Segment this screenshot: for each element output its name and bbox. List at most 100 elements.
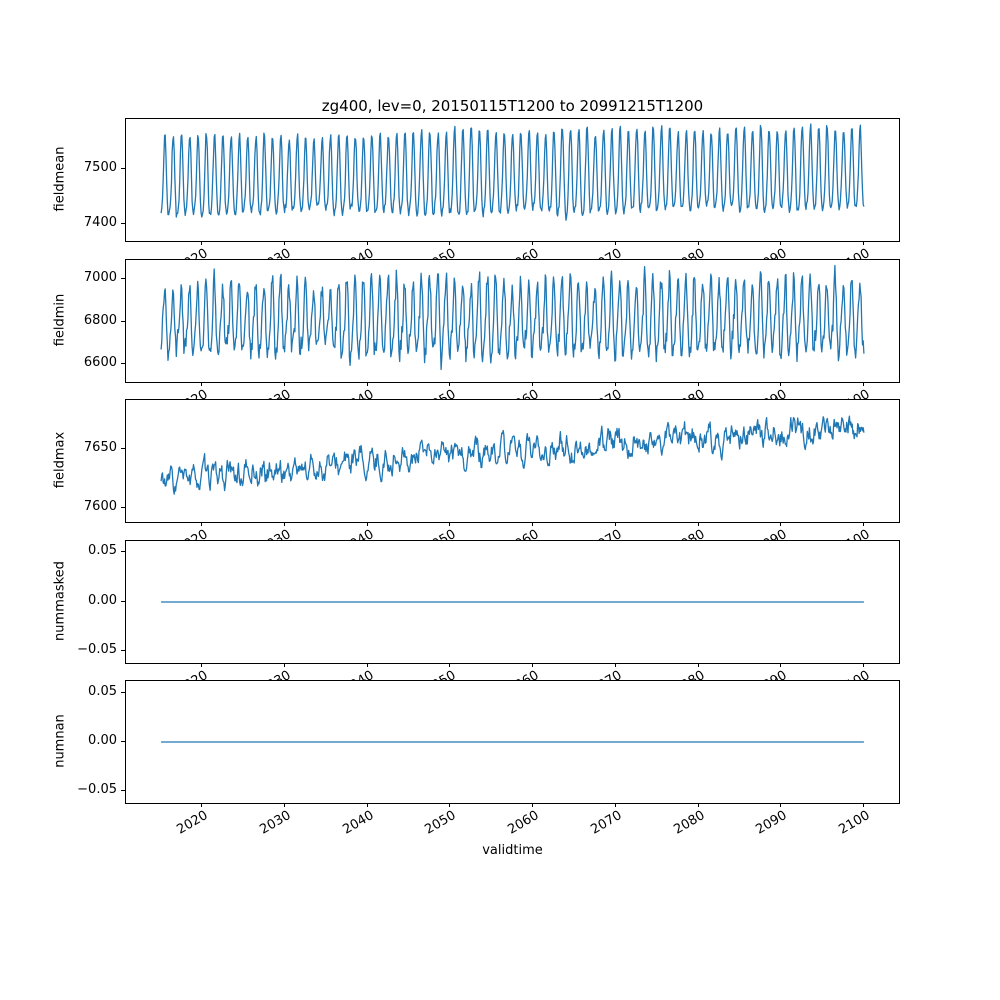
y-tick-label: 0.00	[88, 592, 117, 608]
x-tick-mark	[201, 241, 203, 245]
x-tick-label: 2070	[588, 808, 625, 838]
x-tick-mark	[366, 803, 368, 807]
axes-nummasked	[125, 539, 900, 664]
x-axis-label: validtime	[482, 843, 543, 858]
x-tick-label: 2030	[257, 808, 294, 838]
x-tick-mark	[532, 662, 534, 667]
y-tick-mark	[121, 790, 125, 792]
x-tick-mark	[697, 522, 699, 526]
axes-fieldmean	[125, 118, 900, 242]
y-tick-labels: −0.05 0.00 0.05	[0, 540, 117, 662]
x-tick-mark	[366, 241, 368, 245]
x-tick-mark	[283, 662, 285, 667]
x-tick-mark	[614, 381, 616, 386]
x-tick-label: 2100	[836, 808, 873, 838]
line-series-numnan	[161, 741, 864, 743]
y-tick-mark	[121, 741, 125, 742]
y-tick-label: 0.00	[88, 733, 117, 748]
x-tick-mark	[283, 241, 285, 245]
y-tick-mark	[121, 362, 125, 364]
x-tick-label: 2080	[671, 808, 708, 838]
x-tick-mark	[697, 241, 699, 245]
x-tick-label: 2060	[505, 808, 542, 838]
x-tick-mark	[449, 522, 451, 526]
x-tick-mark	[780, 803, 782, 807]
x-tick-label: 2020	[174, 808, 211, 838]
x-tick-mark	[449, 803, 451, 807]
x-tick-mark	[532, 522, 534, 526]
y-tick-label: −0.05	[77, 641, 117, 657]
x-tick-mark	[366, 662, 368, 667]
x-tick-mark	[283, 522, 285, 526]
x-tick-mark	[614, 241, 616, 245]
x-tick-mark	[863, 662, 865, 667]
y-tick-mark	[121, 278, 125, 280]
y-tick-labels: 7600 7650	[0, 399, 117, 521]
y-tick-labels: 6600 6800 7000	[0, 259, 117, 381]
axes-numnan	[125, 680, 900, 804]
x-tick-mark	[532, 241, 534, 245]
y-tick-mark	[121, 223, 125, 225]
x-tick-mark	[449, 662, 451, 667]
x-tick-mark	[201, 662, 203, 667]
x-tick-mark	[449, 241, 451, 245]
y-tick-mark	[121, 320, 125, 322]
x-tick-mark	[614, 522, 616, 526]
y-tick-mark	[121, 551, 125, 553]
y-tick-mark	[121, 448, 125, 450]
x-tick-labels: 2020 2030 2040 2050 2060 2070 2080 2090 2100	[0, 680, 1000, 850]
line-series-nummasked	[161, 600, 864, 603]
y-tick-label: 6800	[83, 312, 117, 328]
x-tick-label: 2050	[422, 808, 459, 838]
line-series-fieldmin	[160, 264, 865, 370]
line-series-fieldmax	[160, 415, 865, 495]
axes-fieldmin	[125, 258, 900, 383]
y-tick-mark	[121, 600, 125, 602]
x-tick-mark	[780, 241, 782, 245]
y-tick-label: 6600	[83, 354, 117, 370]
x-tick-mark	[532, 803, 534, 807]
x-tick-mark	[366, 381, 368, 386]
x-tick-mark	[863, 241, 865, 245]
x-tick-mark	[201, 803, 203, 807]
x-tick-mark	[780, 662, 782, 667]
y-tick-mark	[121, 167, 125, 169]
y-tick-label: −0.05	[77, 782, 117, 798]
line-series-fieldmean	[160, 123, 865, 221]
y-tick-mark	[121, 691, 125, 693]
x-tick-mark	[697, 381, 699, 386]
y-tick-mark	[121, 506, 125, 508]
y-tick-labels: 7400 7500	[0, 118, 117, 240]
y-tick-label: 7650	[83, 440, 117, 456]
chart-title: zg400, lev=0, 20150115T1200 to 20991215T…	[321, 97, 704, 115]
x-tick-label: 2040	[340, 808, 377, 838]
y-tick-label: 0.05	[88, 683, 117, 699]
x-tick-mark	[532, 381, 534, 386]
subplot-numnan: numnan −0.05 0.00 0.05 2020 2030 2040 2050 206…	[0, 680, 1000, 838]
x-tick-mark	[697, 662, 699, 667]
subplot-nummasked: nummasked −0.050.000.05 2020203020402050…	[0, 539, 1000, 697]
x-tick-mark	[780, 381, 782, 386]
x-tick-mark	[283, 803, 285, 807]
x-tick-mark	[863, 522, 865, 526]
x-tick-mark	[863, 381, 865, 386]
x-tick-mark	[283, 381, 285, 386]
y-tick-mark	[121, 649, 125, 651]
y-tick-labels: −0.05 0.00 0.05	[0, 680, 117, 802]
x-tick-mark	[201, 381, 203, 386]
y-tick-label: 0.05	[88, 543, 117, 559]
x-tick-label: 2090	[753, 808, 790, 838]
x-tick-mark	[614, 662, 616, 667]
x-tick-mark	[697, 803, 699, 807]
x-tick-mark	[201, 522, 203, 526]
x-tick-mark	[863, 803, 865, 807]
y-tick-label: 7500	[83, 159, 117, 175]
